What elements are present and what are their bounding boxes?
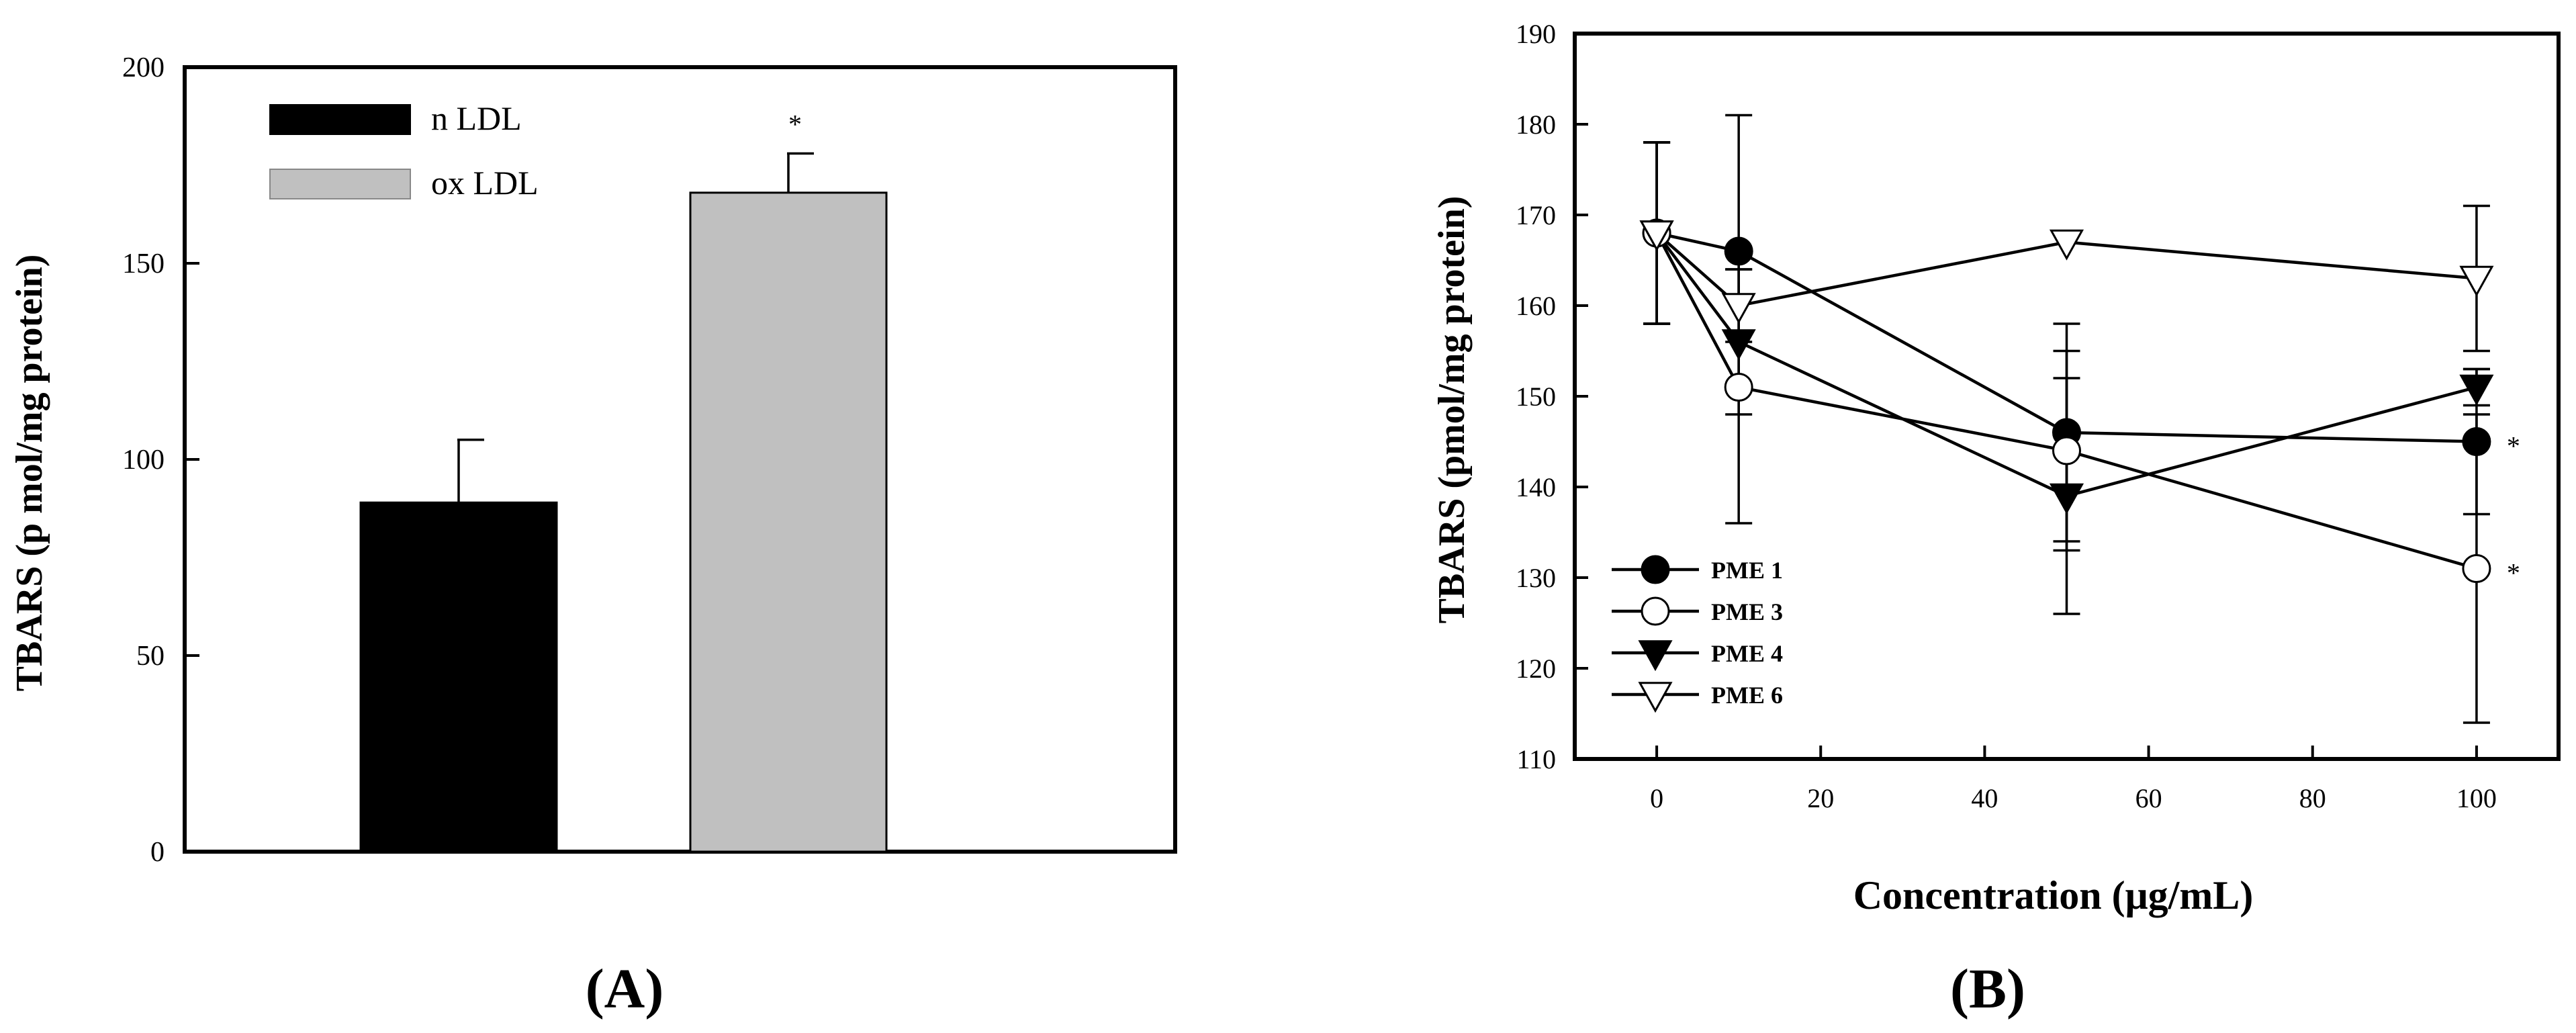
data-point: [1641, 555, 1670, 584]
y-tick-label: 180: [1516, 109, 1556, 140]
significance-star: *: [2507, 558, 2520, 588]
y-tick-label: 130: [1516, 563, 1556, 593]
data-point: [1721, 329, 1756, 361]
x-axis-label: Concentration (μg/mL): [1853, 873, 2254, 917]
legend-label: PME 6: [1711, 682, 1783, 709]
y-tick-label: 140: [1516, 472, 1556, 502]
y-tick-label: 0: [150, 837, 165, 868]
x-tick-label: 80: [2299, 783, 2326, 813]
data-point: [2049, 229, 2084, 261]
legend-label: PME 1: [1711, 557, 1783, 584]
series-line: [1656, 231, 2477, 443]
data-point: [1721, 293, 1756, 324]
y-tick-label: 170: [1516, 200, 1556, 230]
y-tick-label: 120: [1516, 654, 1556, 684]
y-tick-label: 190: [1516, 19, 1556, 49]
legend-swatch: [269, 104, 411, 135]
chart-panel-b: 110 120 130 140 150 160 170 180 190 0 20 40 60 80 100 *…: [1431, 19, 2561, 1020]
y-tick-label: 100: [122, 445, 165, 476]
bar: [359, 501, 558, 853]
series-line: [1655, 232, 2477, 308]
y-tick-label: 50: [136, 641, 165, 672]
data-point: [1724, 373, 1753, 402]
data-point: [2462, 554, 2491, 583]
legend-label: ox LDL: [431, 164, 539, 201]
y-axis-label: TBARS (pmol/mg protein): [1431, 196, 1473, 624]
bar: [689, 191, 888, 853]
y-tick-label: 150: [122, 249, 165, 279]
data-point: [2052, 436, 2081, 465]
significance-star: *: [788, 109, 802, 139]
panel-label: (B): [1950, 958, 2025, 1020]
data-point: [2049, 483, 2084, 514]
data-point: [2462, 427, 2491, 456]
legend-swatch: [269, 169, 411, 199]
data-point: [2459, 374, 2494, 406]
legend-label: PME 4: [1711, 640, 1783, 667]
data-point: [2459, 265, 2494, 297]
data-point: [1638, 640, 1673, 672]
x-tick-label: 40: [1971, 783, 1998, 813]
panel-label: (A): [586, 958, 664, 1020]
data-point: [1724, 236, 1753, 266]
chart-panel-a: 0 50 100 150 200 * n LDL ox LDL TBARS (p mol/mg …: [9, 52, 1177, 1020]
y-tick-label: 150: [1516, 381, 1556, 412]
legend-label: n LDL: [431, 99, 522, 137]
y-tick-label: 110: [1516, 744, 1556, 774]
legend-label: PME 3: [1711, 598, 1783, 625]
x-tick-label: 0: [1650, 783, 1663, 813]
x-tick-label: 100: [2456, 783, 2497, 813]
y-tick-label: 200: [122, 52, 165, 83]
data-point: [1639, 220, 1674, 252]
data-point: [1641, 596, 1670, 626]
x-tick-label: 20: [1807, 783, 1834, 813]
x-tick-label: 60: [2135, 783, 2162, 813]
y-tick-label: 160: [1516, 291, 1556, 321]
significance-star: *: [2507, 431, 2520, 461]
y-axis-label: TBARS (p mol/mg protein): [9, 255, 50, 692]
series-line: [1655, 232, 2477, 498]
data-point: [1638, 682, 1673, 713]
